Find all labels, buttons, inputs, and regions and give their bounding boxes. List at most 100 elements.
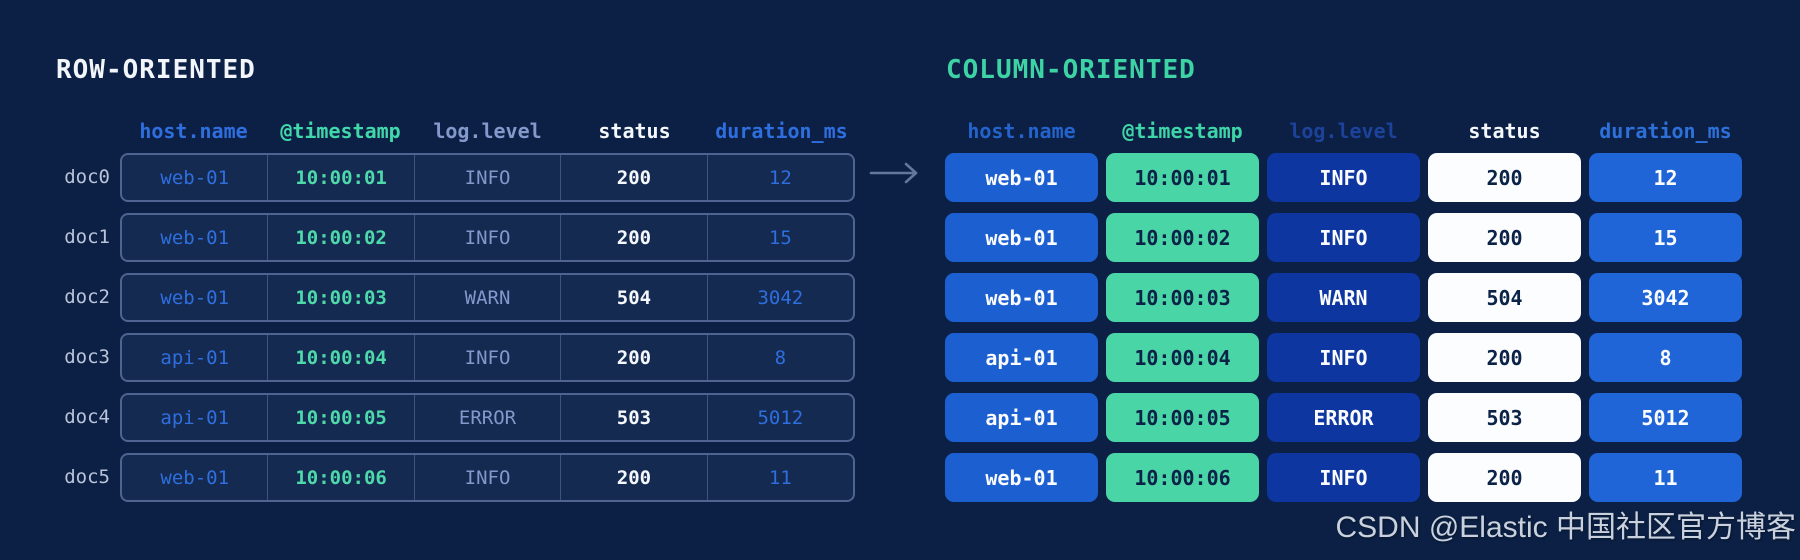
cell-log-level: INFO (415, 155, 562, 200)
left-header-host-name: host.name (139, 119, 248, 143)
doc-label: doc5 (64, 466, 110, 488)
cell-duration-ms: 12 (1589, 153, 1742, 202)
cell-status: 200 (1428, 453, 1581, 502)
cell-status: 200 (561, 335, 708, 380)
left-header-log-level: log.level (433, 119, 542, 143)
column-oriented-column-headers: host.name @timestamp log.level status du… (945, 117, 1742, 145)
doc-row: doc2 web-01 10:00:03 WARN 504 3042 (50, 273, 855, 322)
cell-timestamp: 10:00:03 (268, 275, 415, 320)
cell-duration-ms: 12 (768, 166, 792, 189)
left-header-timestamp: @timestamp (280, 119, 401, 143)
cell-duration-ms: 11 (1589, 453, 1742, 502)
cell-timestamp: 10:00:01 (1106, 153, 1259, 202)
cell-host-name: web-01 (945, 153, 1098, 202)
cell-timestamp: 10:00:04 (268, 335, 415, 380)
cell-timestamp: 10:00:01 (268, 155, 415, 200)
cell-duration-ms: 8 (774, 346, 787, 369)
right-header-status: status (1468, 119, 1541, 143)
cell-duration-ms: 5012 (1589, 393, 1742, 442)
cell-log-level: INFO (1267, 333, 1420, 382)
cell-status: 200 (1428, 153, 1581, 202)
cell-status: 200 (1428, 213, 1581, 262)
cell-log-level: INFO (415, 215, 562, 260)
document-record: api-01 10:00:05 ERROR 503 5012 (120, 393, 855, 442)
doc-label: doc4 (64, 406, 110, 428)
cell-status: 504 (561, 275, 708, 320)
cell-host-name: api-01 (122, 395, 269, 440)
column-value-row: web-01 10:00:02 INFO 200 15 (945, 213, 1742, 262)
cell-host-name: web-01 (945, 273, 1098, 322)
cell-status: 200 (561, 455, 708, 500)
right-arrow-icon (869, 162, 918, 184)
cell-timestamp: 10:00:02 (1106, 213, 1259, 262)
cell-host-name: web-01 (122, 275, 269, 320)
cell-log-level: INFO (415, 455, 562, 500)
column-value-row: web-01 10:00:01 INFO 200 12 (945, 153, 1742, 202)
cell-status: 200 (1428, 333, 1581, 382)
doc-row: doc1 web-01 10:00:02 INFO 200 15 (50, 213, 855, 262)
row-oriented-table: doc0 web-01 10:00:01 INFO 200 12 doc1 we… (50, 153, 855, 513)
doc-row: doc5 web-01 10:00:06 INFO 200 11 (50, 453, 855, 502)
cell-timestamp: 10:00:03 (1106, 273, 1259, 322)
cell-timestamp: 10:00:05 (268, 395, 415, 440)
column-oriented-table: web-01 10:00:01 INFO 200 12 web-01 10:00… (945, 153, 1742, 513)
cell-status: 503 (561, 395, 708, 440)
cell-status: 200 (561, 215, 708, 260)
left-header-duration-ms: duration_ms (715, 119, 848, 143)
doc-row: doc3 api-01 10:00:04 INFO 200 8 (50, 333, 855, 382)
column-value-row: api-01 10:00:05 ERROR 503 5012 (945, 393, 1742, 442)
document-record: web-01 10:00:06 INFO 200 11 (120, 453, 855, 502)
document-record: web-01 10:00:01 INFO 200 12 (120, 153, 855, 202)
cell-timestamp: 10:00:02 (268, 215, 415, 260)
doc-label: doc1 (64, 226, 110, 248)
cell-timestamp: 10:00:05 (1106, 393, 1259, 442)
document-record: web-01 10:00:03 WARN 504 3042 (120, 273, 855, 322)
doc-row: doc0 web-01 10:00:01 INFO 200 12 (50, 153, 855, 202)
left-header-status: status (598, 119, 671, 143)
cell-log-level: ERROR (1267, 393, 1420, 442)
cell-host-name: api-01 (945, 333, 1098, 382)
cell-host-name: web-01 (122, 455, 269, 500)
cell-host-name: web-01 (122, 215, 269, 260)
cell-status: 200 (561, 155, 708, 200)
cell-timestamp: 10:00:04 (1106, 333, 1259, 382)
doc-row: doc4 api-01 10:00:05 ERROR 503 5012 (50, 393, 855, 442)
csdn-watermark: CSDN @Elastic 中国社区官方博客 (1335, 511, 1797, 544)
doc-label: doc2 (64, 286, 110, 308)
document-record: api-01 10:00:04 INFO 200 8 (120, 333, 855, 382)
column-value-row: web-01 10:00:06 INFO 200 11 (945, 453, 1742, 502)
right-header-timestamp: @timestamp (1122, 119, 1243, 143)
cell-host-name: api-01 (122, 335, 269, 380)
right-header-host-name: host.name (967, 119, 1076, 143)
cell-log-level: ERROR (415, 395, 562, 440)
cell-host-name: web-01 (945, 213, 1098, 262)
cell-duration-ms: 3042 (757, 286, 804, 309)
cell-duration-ms: 15 (1589, 213, 1742, 262)
cell-log-level: INFO (415, 335, 562, 380)
cell-duration-ms: 15 (768, 226, 792, 249)
cell-host-name: web-01 (122, 155, 269, 200)
right-header-log-level: log.level (1289, 119, 1398, 143)
cell-log-level: WARN (1267, 273, 1420, 322)
cell-duration-ms: 3042 (1589, 273, 1742, 322)
cell-timestamp: 10:00:06 (1106, 453, 1259, 502)
doc-label: doc0 (64, 166, 110, 188)
cell-log-level: INFO (1267, 213, 1420, 262)
cell-duration-ms: 5012 (757, 406, 804, 429)
cell-log-level: INFO (1267, 153, 1420, 202)
cell-timestamp: 10:00:06 (268, 455, 415, 500)
cell-status: 504 (1428, 273, 1581, 322)
cell-status: 503 (1428, 393, 1581, 442)
cell-duration-ms: 8 (1589, 333, 1742, 382)
row-oriented-title: ROW-ORIENTED (56, 55, 256, 85)
cell-log-level: WARN (415, 275, 562, 320)
cell-host-name: api-01 (945, 393, 1098, 442)
column-value-row: web-01 10:00:03 WARN 504 3042 (945, 273, 1742, 322)
doc-label: doc3 (64, 346, 110, 368)
column-oriented-title: COLUMN-ORIENTED (946, 55, 1196, 85)
cell-log-level: INFO (1267, 453, 1420, 502)
document-record: web-01 10:00:02 INFO 200 15 (120, 213, 855, 262)
row-oriented-column-headers: host.name @timestamp log.level status du… (120, 117, 855, 145)
column-value-row: api-01 10:00:04 INFO 200 8 (945, 333, 1742, 382)
